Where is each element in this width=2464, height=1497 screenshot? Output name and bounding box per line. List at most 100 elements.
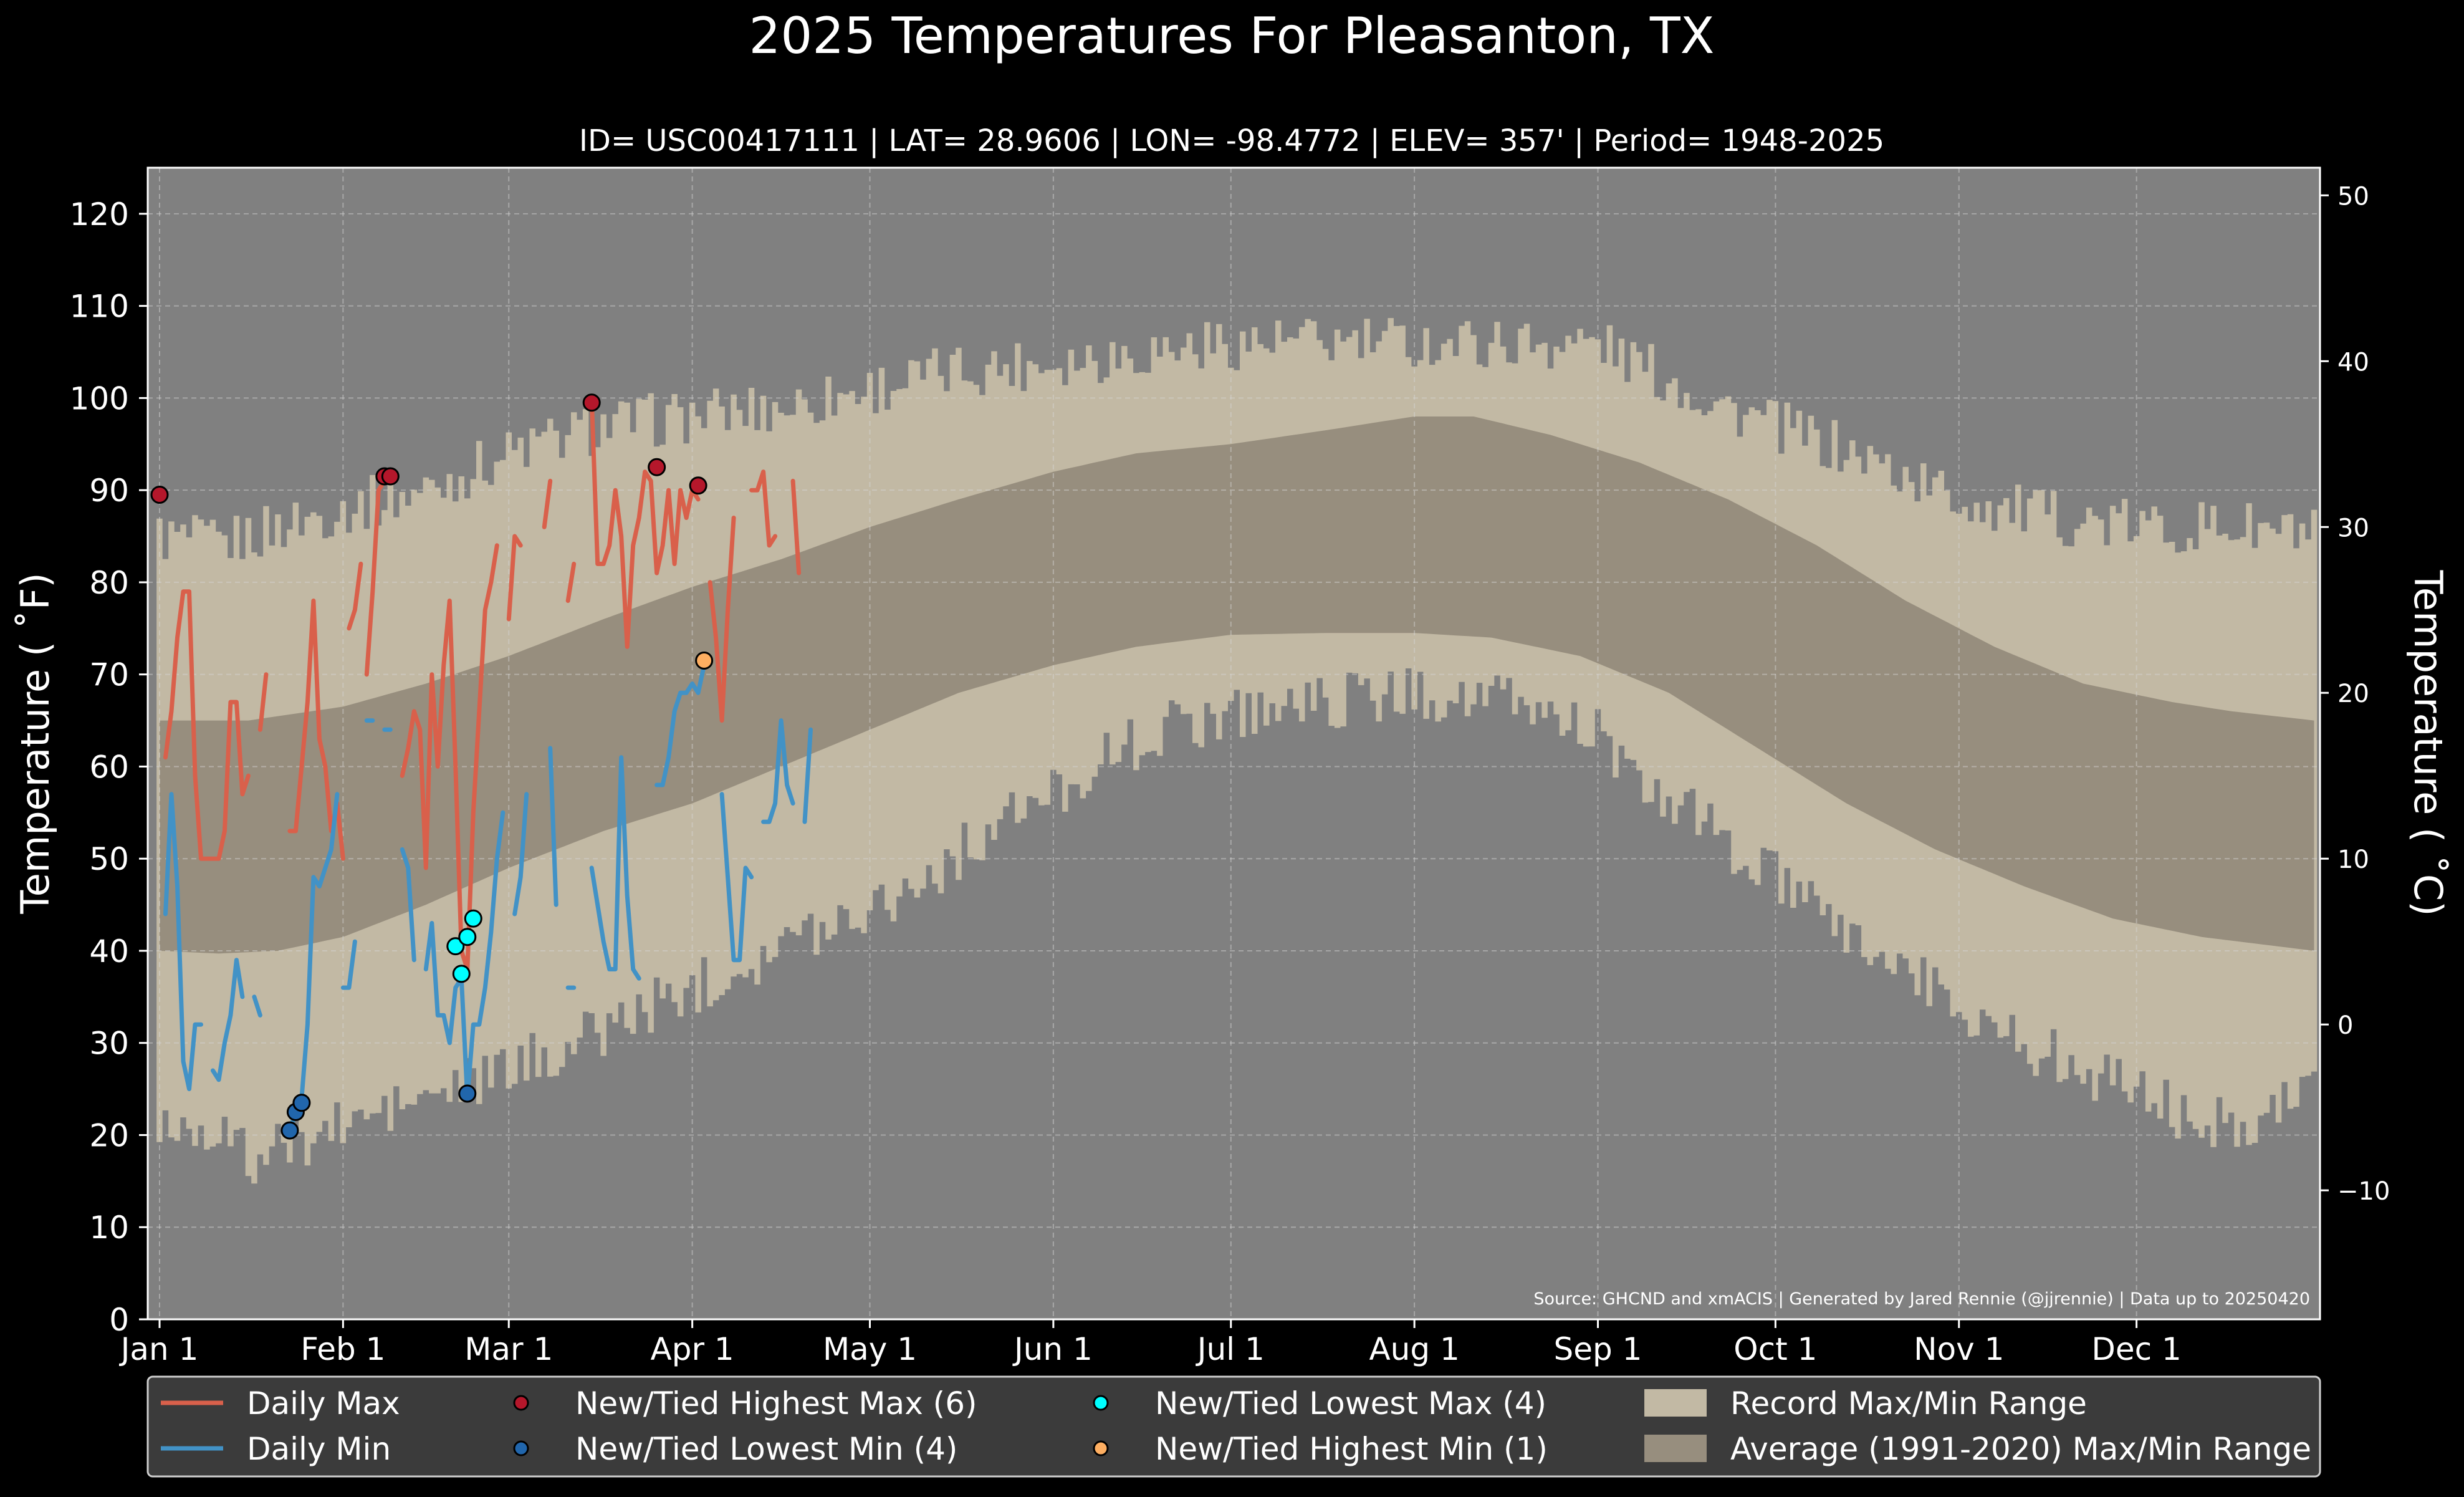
record-marker <box>582 393 601 412</box>
y2-tick-label: 50 <box>2337 182 2369 211</box>
legend-marker-swatch <box>1093 1395 1109 1411</box>
record-marker <box>458 928 477 946</box>
legend-marker-swatch <box>513 1395 529 1411</box>
legend-label: New/Tied Lowest Min (4) <box>575 1431 957 1467</box>
average-range-band <box>160 416 2314 954</box>
daily-max-line <box>364 478 387 677</box>
legend-marker-swatch <box>513 1440 529 1456</box>
daily-min-line <box>761 718 795 824</box>
legend-label: Daily Min <box>247 1431 391 1467</box>
legend-box <box>146 1375 2321 1478</box>
legend-label: Average (1991-2020) Max/Min Range <box>1730 1431 2311 1467</box>
record-marker <box>446 937 465 956</box>
x-tick-label: Sep 1 <box>1554 1331 1642 1367</box>
legend-item-daily-max: Daily Max <box>161 1385 400 1422</box>
chart-subtitle: ID= USC00417111 | LAT= 28.9606 | LON= -9… <box>579 123 1884 158</box>
daily-min-line <box>654 663 707 787</box>
y-tick-label: 90 <box>89 473 129 509</box>
daily-max-line <box>347 561 363 631</box>
y-tick-label: 20 <box>89 1117 129 1153</box>
y2-tick-label: 20 <box>2337 680 2369 708</box>
record-marker <box>292 1094 311 1112</box>
y2-tick-label: 0 <box>2337 1011 2353 1040</box>
legend-label: New/Tied Highest Min (1) <box>1155 1431 1548 1467</box>
legend-item-normal-range: Average (1991-2020) Max/Min Range <box>1644 1431 2311 1467</box>
legend-item-record-range: Record Max/Min Range <box>1644 1385 2087 1422</box>
legend-marker-swatch <box>1093 1440 1109 1456</box>
y2-tick-label: 40 <box>2337 348 2369 377</box>
legend-item-new-high-min: New/Tied Highest Min (1) <box>1093 1431 1548 1467</box>
x-tick-label: Feb 1 <box>300 1331 385 1367</box>
plot-frame <box>146 166 2321 1321</box>
x-tick-label: May 1 <box>823 1331 917 1367</box>
legend: Daily Max Daily Min New/Tied Highest Max (… <box>146 1375 2321 1478</box>
record-marker <box>689 476 707 495</box>
y-tick-label: 30 <box>89 1026 129 1062</box>
legend-patch-swatch <box>1644 1435 1707 1462</box>
daily-max-line <box>749 469 778 548</box>
daily-min-line <box>340 939 357 990</box>
record-marker <box>452 965 471 983</box>
daily-min-line <box>589 755 641 981</box>
daily-max-line <box>589 395 701 649</box>
record-markers <box>446 909 482 983</box>
daily-max-line <box>257 672 269 732</box>
y-axis-label-right: Temperature ( ˚C) <box>2405 570 2451 917</box>
legend-label: Daily Max <box>247 1385 400 1422</box>
record-marker <box>381 467 400 486</box>
x-tick-label: Oct 1 <box>1733 1331 1817 1367</box>
y-tick-label: 60 <box>89 749 129 785</box>
daily-max-line <box>163 589 251 861</box>
y-tick-label: 50 <box>89 841 129 877</box>
legend-patch-swatch <box>1644 1389 1707 1417</box>
daily-max-line <box>790 478 802 575</box>
legend-item-new-low-min: New/Tied Lowest Min (4) <box>513 1431 957 1467</box>
chart-title: 2025 Temperatures For Pleasanton, TX <box>749 7 1715 65</box>
record-markers <box>280 1084 477 1140</box>
daily-min-line <box>252 994 262 1018</box>
y-tick-label: 70 <box>89 657 129 693</box>
y-tick-label: 0 <box>109 1302 129 1338</box>
legend-label: New/Tied Lowest Max (4) <box>1155 1385 1546 1422</box>
y2-tick-label: 30 <box>2337 514 2369 542</box>
y2-tick-label: 10 <box>2337 845 2369 874</box>
record-markers <box>695 652 714 670</box>
daily-min-line <box>400 847 416 963</box>
x-tick-label: Jul 1 <box>1196 1331 1265 1367</box>
y-tick-label: 10 <box>89 1210 129 1246</box>
x-tick-label: Nov 1 <box>1914 1331 2004 1367</box>
y-tick-label: 110 <box>70 289 129 325</box>
daily-max-line <box>542 478 553 529</box>
daily-min-line <box>211 958 245 1082</box>
daily-min-line <box>423 810 506 1100</box>
record-marker <box>695 652 714 670</box>
legend-label: Record Max/Min Range <box>1730 1385 2087 1422</box>
record-markers <box>150 393 707 504</box>
plot-area: 0 10 20 30 40 50 60 70 80 90 100 110 120 −10 0 10 20 30 40… <box>70 166 2390 1367</box>
record-marker <box>150 486 169 504</box>
legend-label: New/Tied Highest Max (6) <box>575 1385 977 1422</box>
x-tick-label: Mar 1 <box>464 1331 553 1367</box>
legend-item-new-high-max: New/Tied Highest Max (6) <box>513 1385 977 1422</box>
x-tick-label: Jan 1 <box>119 1331 199 1367</box>
x-tick-label: Apr 1 <box>651 1331 734 1367</box>
record-marker <box>648 458 666 476</box>
record-marker <box>458 1084 477 1103</box>
daily-min-line <box>512 792 529 917</box>
daily-min-line <box>802 727 813 824</box>
daily-min-line <box>719 792 754 963</box>
record-marker <box>280 1121 299 1140</box>
y2-tick-label: −10 <box>2337 1177 2390 1206</box>
daily-max-line <box>565 561 577 603</box>
y-tick-label: 120 <box>70 196 129 233</box>
record-marker <box>464 909 482 928</box>
legend-item-daily-min: Daily Min <box>161 1431 391 1467</box>
x-tick-label: Aug 1 <box>1369 1331 1459 1367</box>
x-tick-label: Dec 1 <box>2091 1331 2181 1367</box>
y-axis-label-left: Temperature ( ˚F) <box>12 572 58 914</box>
daily-max-line <box>506 534 523 622</box>
daily-max-line <box>707 516 736 723</box>
daily-max-line <box>400 543 499 971</box>
y-tick-label: 80 <box>89 565 129 601</box>
